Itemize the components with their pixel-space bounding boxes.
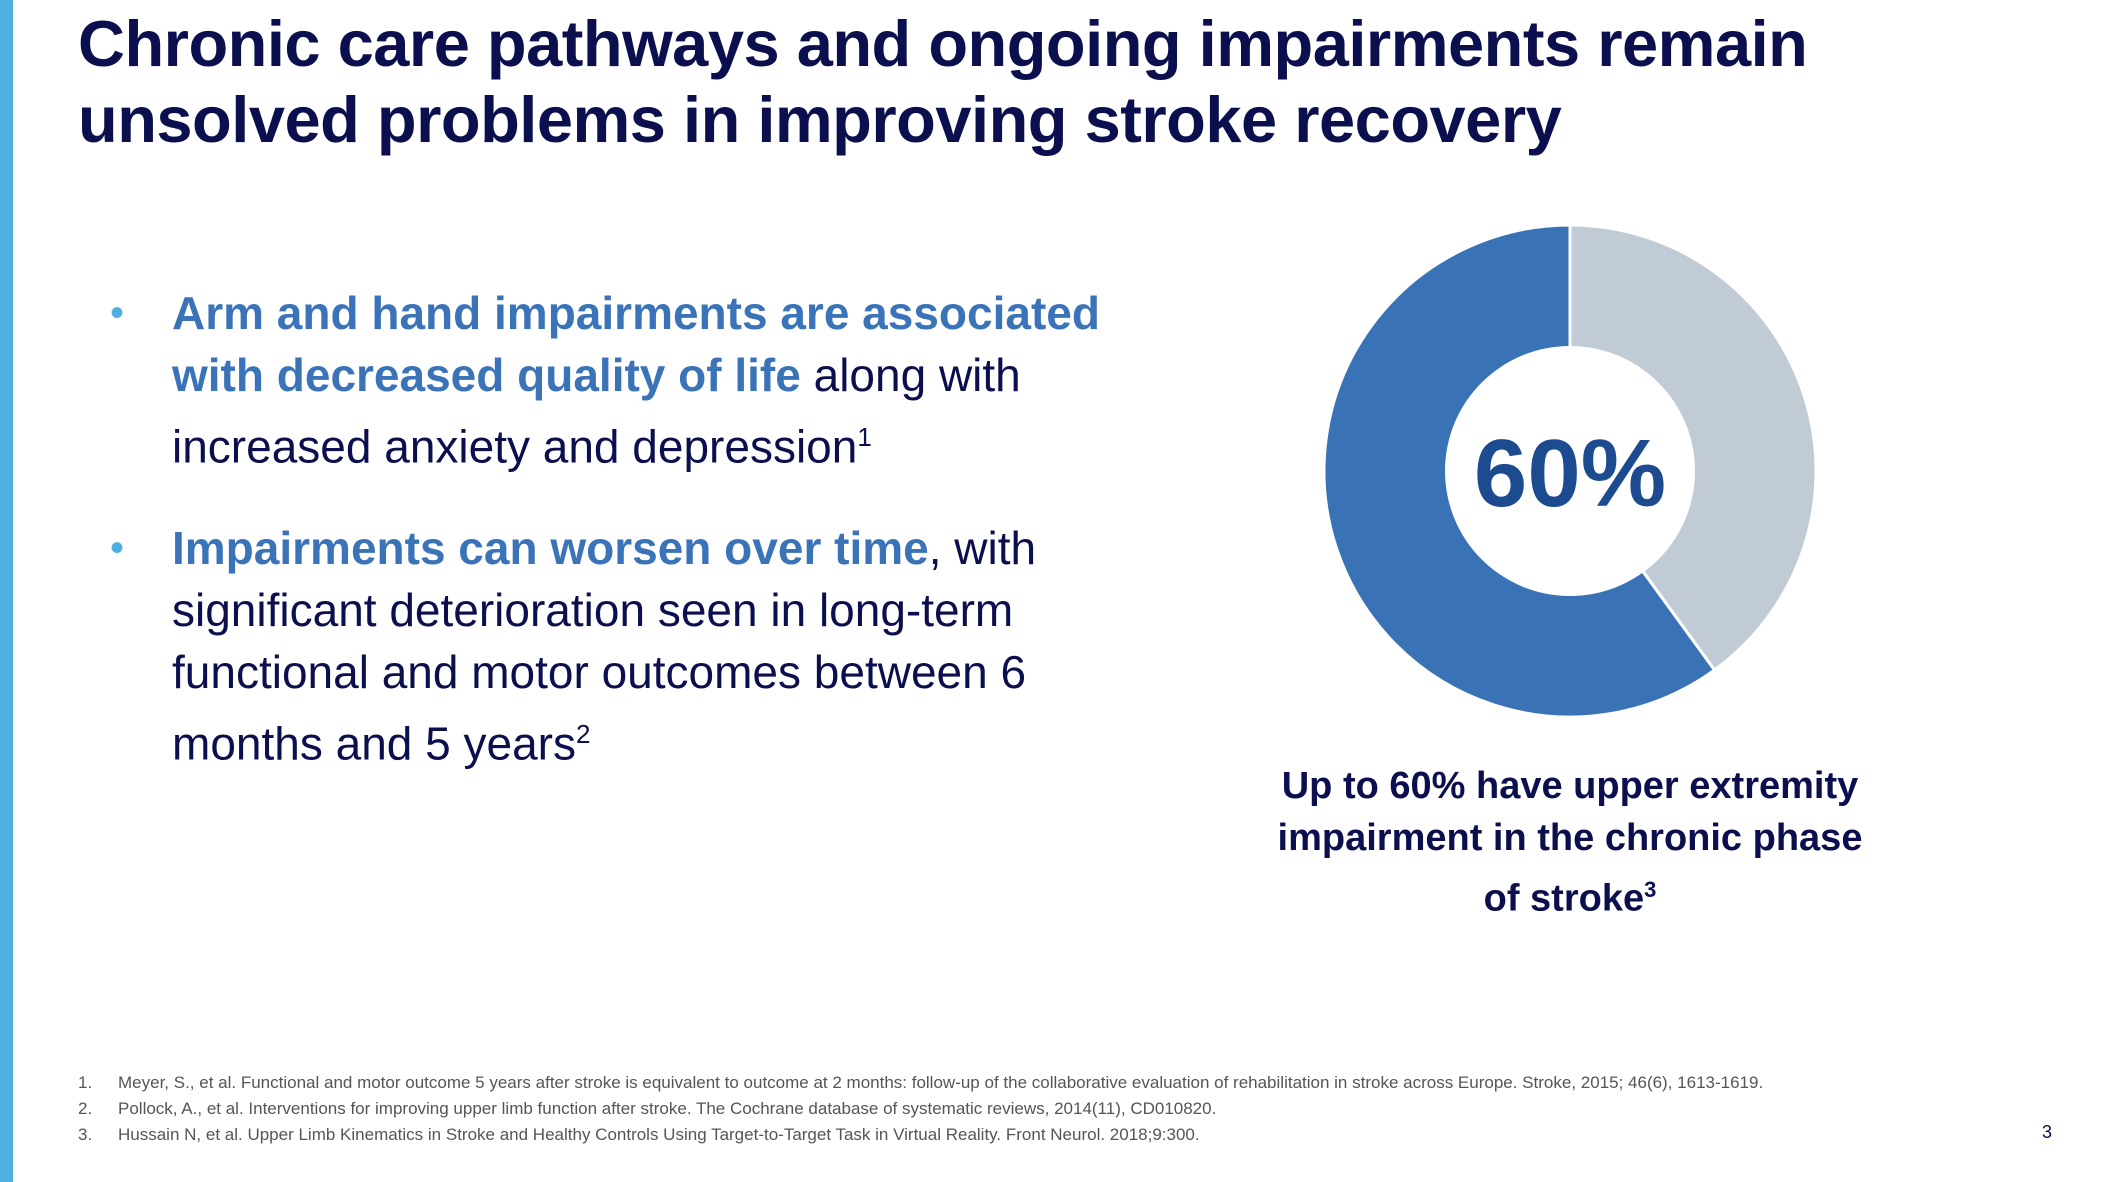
bullet-text: along with increased anxiety and depress… <box>172 349 1021 473</box>
accent-bar <box>0 0 13 1182</box>
slide-title: Chronic care pathways and ongoing impair… <box>78 7 1808 156</box>
stat-caption: Up to 60% have upper extremity impairmen… <box>1270 760 1870 925</box>
bullet-highlight: Arm and hand impairments are associated … <box>172 287 1100 401</box>
bullet-footnote-ref: 2 <box>576 719 591 750</box>
reference-number: 2. <box>78 1099 93 1118</box>
bullet-footnote-ref: 1 <box>857 422 872 452</box>
bullet-dot-icon: • <box>110 526 125 571</box>
bullet-item: • Impairments can worsen over time, with… <box>104 517 1164 774</box>
reference-text: Pollock, A., et al. Interventions for im… <box>118 1099 1217 1118</box>
reference-number: 3. <box>78 1125 93 1144</box>
donut-hole <box>1445 346 1695 596</box>
references: 1. Meyer, S., et al. Functional and motor… <box>78 1070 1978 1148</box>
reference-text: Meyer, S., et al. Functional and motor o… <box>118 1073 1764 1092</box>
bullet-list: • Arm and hand impairments are associate… <box>104 282 1164 775</box>
reference-number: 1. <box>78 1073 93 1092</box>
reference-text: Hussain N, et al. Upper Limb Kinematics … <box>118 1125 1200 1144</box>
donut-chart: 60% <box>1322 223 1818 719</box>
bullet-text: , with significant deterioration seen in… <box>172 522 1037 770</box>
stat-caption-text: Up to 60% have upper extremity impairmen… <box>1277 765 1863 920</box>
bullet-item: • Arm and hand impairments are associate… <box>104 282 1164 477</box>
reference-item: 3. Hussain N, et al. Upper Limb Kinematic… <box>78 1122 1978 1148</box>
donut-slice <box>1568 223 1818 673</box>
stat-footnote-ref: 3 <box>1644 877 1657 902</box>
page-number: 3 <box>2042 1122 2053 1142</box>
donut-center-label: 60% <box>1474 420 1666 527</box>
reference-item: 2. Pollock, A., et al. Interventions for … <box>78 1096 1978 1122</box>
reference-item: 1. Meyer, S., et al. Functional and motor… <box>78 1070 1978 1096</box>
bullet-dot-icon: • <box>110 291 125 335</box>
bullet-highlight: Impairments can worsen over time <box>172 522 929 575</box>
